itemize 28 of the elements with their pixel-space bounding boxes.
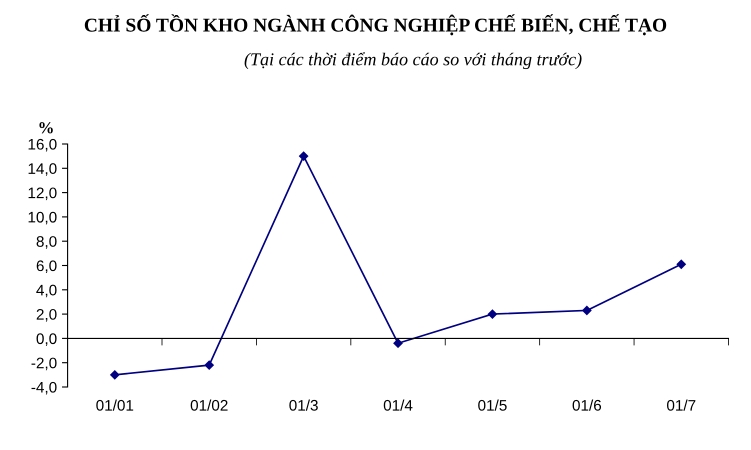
x-tick-label: 01/5: [478, 400, 507, 411]
x-tick-label: 01/6: [572, 400, 602, 411]
y-tick-label: -4,0: [32, 382, 57, 394]
point: [298, 152, 308, 161]
y-tick-label: 4,0: [36, 284, 57, 298]
point: [204, 360, 214, 370]
y-tick-label: 12,0: [28, 187, 57, 200]
y-tick-label: 2,0: [36, 308, 57, 322]
y-tick-label: 14,0: [28, 163, 57, 176]
x-tick-label: 01/7: [666, 400, 696, 411]
x-tick-label: 01/3: [289, 400, 318, 411]
chart-title: CHỈ SỐ TỒN KHO NGÀNH CÔNG NGHIỆP CHẾ BIẾN, CHẾ TẠO: [84, 14, 666, 36]
y-tick-label: 16,0: [28, 138, 57, 152]
y-tick-label: 0,0: [36, 333, 57, 346]
x-tick-label: 01/01: [96, 400, 134, 411]
point: [488, 309, 498, 319]
point: [676, 260, 686, 269]
chart-subtitle: (Tại các thời điểm báo cáo so với tháng trước): [244, 52, 582, 70]
y-axis-title: %: [39, 122, 53, 134]
point: [110, 370, 120, 380]
y-tick-label: 6,0: [36, 260, 57, 273]
point: [393, 338, 403, 348]
point: [582, 306, 592, 316]
y-tick-label: 10,0: [28, 212, 57, 224]
x-tick-label: 01/4: [384, 400, 412, 411]
x-tick-label: 01/02: [190, 400, 228, 411]
y-tick-label: -2,0: [32, 358, 57, 370]
y-tick-label: 8,0: [36, 236, 57, 249]
